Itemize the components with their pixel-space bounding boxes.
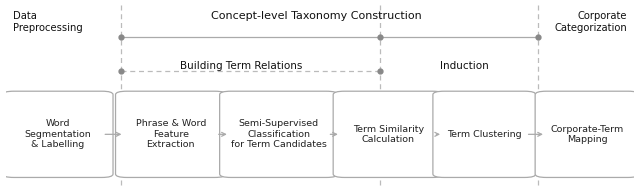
FancyBboxPatch shape [535,91,639,177]
Text: Corporate
Categorization: Corporate Categorization [555,11,627,33]
Text: Building Term Relations: Building Term Relations [180,61,303,71]
FancyBboxPatch shape [3,91,113,177]
Text: Induction: Induction [440,61,488,71]
Text: Word
Segmentation
& Labelling: Word Segmentation & Labelling [24,119,92,149]
FancyBboxPatch shape [116,91,226,177]
Text: Term Clustering: Term Clustering [447,130,522,139]
Text: Term Similarity
Calculation: Term Similarity Calculation [353,125,424,144]
Text: Phrase & Word
Feature
Extraction: Phrase & Word Feature Extraction [136,119,206,149]
FancyBboxPatch shape [333,91,444,177]
Text: Semi-Supervised
Classification
for Term Candidates: Semi-Supervised Classification for Term … [230,119,326,149]
Text: Data
Preprocessing: Data Preprocessing [13,11,83,33]
FancyBboxPatch shape [220,91,337,177]
FancyBboxPatch shape [433,91,536,177]
Text: Concept-level Taxonomy Construction: Concept-level Taxonomy Construction [211,11,422,21]
Text: Corporate-Term
Mapping: Corporate-Term Mapping [550,125,624,144]
